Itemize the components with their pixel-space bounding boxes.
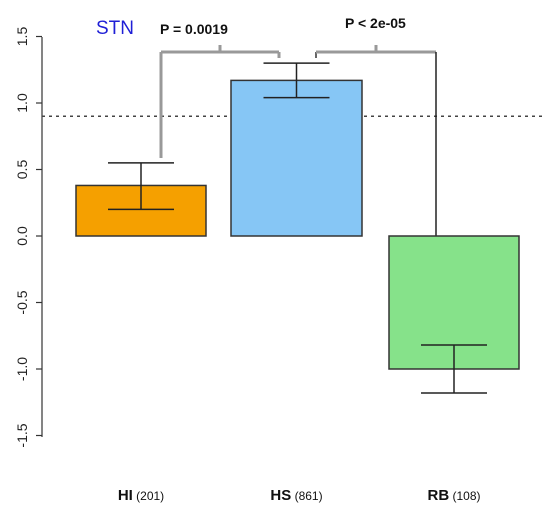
y-tick-label: -1.5 — [14, 423, 30, 447]
y-tick-label: -0.5 — [14, 290, 30, 314]
category-count: (108) — [449, 489, 480, 503]
category-labels: HI (201) HS (861) RB (108) — [118, 487, 481, 504]
y-tick-label: 0.5 — [14, 160, 30, 180]
p-value-label: P < 2e-05 — [345, 15, 406, 31]
y-tick-label: 0.0 — [14, 226, 30, 246]
category-label-hs: HS (861) — [270, 487, 322, 504]
category-label-rb: RB (108) — [427, 487, 480, 504]
category-name: HS — [270, 487, 291, 504]
category-name: RB — [427, 487, 449, 504]
chart-title: STN — [96, 18, 134, 39]
p-value-label: P = 0.0019 — [160, 21, 228, 37]
y-axis-ticks: 1.5 1.0 0.5 0.0 -0.5 -1.0 -1.5 — [14, 27, 42, 448]
y-tick-label: -1.0 — [14, 357, 30, 381]
category-label-hi: HI (201) — [118, 487, 164, 504]
bars — [75, 62, 520, 394]
y-tick-label: 1.0 — [14, 93, 30, 113]
category-count: (861) — [291, 489, 322, 503]
bar-hs — [230, 79, 363, 237]
category-count: (201) — [133, 489, 164, 503]
category-name: HI — [118, 487, 133, 504]
y-tick-label: 1.5 — [14, 27, 30, 47]
